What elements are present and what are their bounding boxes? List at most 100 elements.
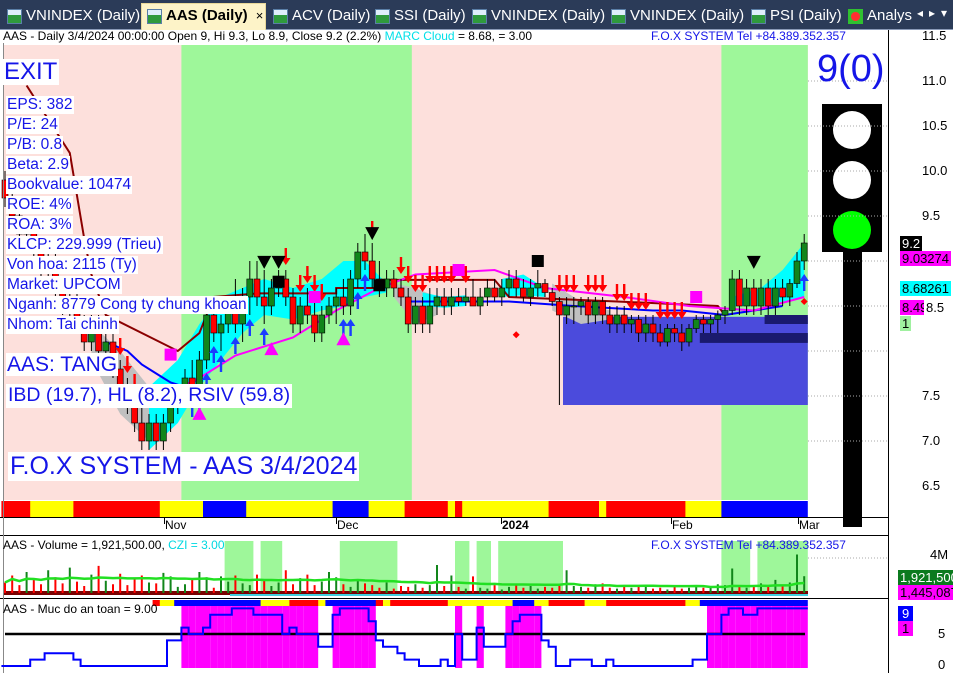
safety-fill: [455, 606, 463, 668]
candle: [606, 314, 614, 325]
tab-label: Analysi: [867, 7, 913, 24]
candle: [505, 278, 513, 289]
down-triangle-icon: [271, 255, 286, 269]
safety-fill: [267, 606, 275, 668]
candle: [628, 319, 635, 325]
tab-analysis[interactable]: Analysi: [843, 4, 913, 30]
tab-vnindex-2[interactable]: VNINDEX (Daily): [467, 4, 606, 30]
marc-cloud: [732, 243, 805, 306]
safety-fill: [707, 606, 715, 668]
buy-arrow-icon: [216, 355, 226, 372]
tab-label: VNINDEX (Daily): [491, 7, 606, 24]
price-tag: 8.49: [900, 300, 930, 315]
candle: [743, 287, 750, 307]
sell-arrow-icon: [439, 266, 449, 283]
trend-strip-segment: [332, 501, 376, 517]
time-tick: 2024: [502, 518, 529, 532]
sell-arrow-icon: [554, 275, 565, 292]
candle: [800, 242, 808, 262]
price-tick: 7.5: [922, 388, 941, 403]
safety-strip-segment: [325, 600, 383, 606]
safety-fill: [743, 606, 751, 668]
buy-arrow-icon: [353, 292, 363, 309]
safety-fill: [354, 606, 362, 668]
ohlc-info: AAS - Daily 3/4/2024 00:00:00 Open 9, Hi…: [3, 29, 382, 43]
safety-strip-segment: [512, 600, 542, 606]
candle: [692, 319, 700, 329]
sell-arrow-icon: [403, 266, 413, 283]
candle: [520, 287, 527, 298]
volume-system-contact: F.O.X SYSTEM Tel +84.389.352.357: [651, 538, 846, 552]
sell-arrow-icon: [115, 338, 125, 355]
tab-menu-icon[interactable]: ▾: [941, 6, 948, 20]
candle: [584, 301, 592, 316]
candle: [152, 422, 160, 442]
tab-aas[interactable]: AAS (Daily) ×: [141, 3, 266, 30]
tab-psi[interactable]: PSI (Daily): [746, 4, 842, 30]
trend-strip-segment: [1, 501, 38, 517]
trend-strip-segment: [721, 501, 808, 517]
sell-arrow-icon: [662, 302, 673, 319]
candle: [570, 305, 578, 308]
sell-arrow-icon: [309, 275, 320, 292]
close-tab-icon[interactable]: ×: [255, 8, 264, 23]
safety-fill: [289, 606, 297, 668]
candle: [311, 314, 318, 334]
time-tick: Feb: [672, 518, 693, 532]
safety-strip-segment: [260, 600, 297, 606]
trend-strip-segment: [73, 501, 167, 517]
chart-icon: [273, 9, 288, 24]
buy-arrow-icon: [201, 373, 212, 390]
candle: [304, 305, 311, 316]
fundamental-item: P/E: 24: [6, 116, 59, 134]
volume-zone: [383, 541, 398, 593]
tab-vnindex-3[interactable]: VNINDEX (Daily): [606, 4, 744, 30]
sell-arrow-icon: [432, 266, 442, 283]
time-tick-mark: [798, 518, 799, 524]
zone-bar: [764, 315, 808, 324]
scroll-right-icon[interactable]: ▸: [929, 6, 936, 20]
down-triangle-icon: [365, 227, 380, 241]
fundamental-item: EPS: 382: [6, 96, 74, 114]
trend-strip-segment: [548, 501, 607, 517]
buy-arrow-icon: [245, 319, 255, 336]
tab-label: VNINDEX (Daily): [26, 7, 141, 24]
candle: [203, 314, 210, 361]
fundamental-item: KLCP: 229.999 (Trieu): [6, 236, 163, 254]
safety-strip-segment: [390, 600, 455, 606]
candle: [397, 287, 405, 298]
price-tick: 11.5: [922, 28, 947, 43]
candle: [736, 278, 743, 307]
safety-fill: [368, 606, 376, 668]
safety-fill: [303, 606, 311, 668]
volume-base-strip: [230, 594, 808, 596]
scroll-left-icon[interactable]: ◂: [917, 6, 924, 20]
safety-tag-2: 1: [898, 621, 914, 636]
fundamental-item: Beta: 2.9: [6, 156, 71, 174]
buy-arrow-icon: [799, 274, 809, 291]
candle: [685, 328, 693, 343]
tab-acv[interactable]: ACV (Daily): [268, 4, 370, 30]
trend-strip-segment: [685, 501, 729, 517]
trend-strip-segment: [462, 501, 556, 517]
chart-icon: [472, 9, 487, 24]
safety-fill: [721, 606, 729, 668]
candle: [138, 422, 146, 442]
safety-tick: 0: [938, 657, 946, 672]
time-tick-mark: [164, 518, 165, 524]
candle: [167, 404, 174, 424]
time-tick: Dec: [337, 518, 359, 532]
sell-arrow-icon: [590, 275, 601, 292]
fundamental-item: P/B: 0.8: [6, 136, 64, 154]
volume-zone: [224, 541, 254, 593]
candle: [678, 332, 686, 343]
tab-vnindex-1[interactable]: VNINDEX (Daily): [2, 4, 141, 30]
safety-fill: [786, 606, 794, 668]
tab-ssi[interactable]: SSI (Daily): [370, 4, 466, 30]
candle: [656, 332, 664, 343]
candle: [700, 319, 707, 325]
chart-icon: [751, 9, 766, 24]
safety-fill: [339, 606, 347, 668]
time-tick-mark: [336, 518, 337, 524]
